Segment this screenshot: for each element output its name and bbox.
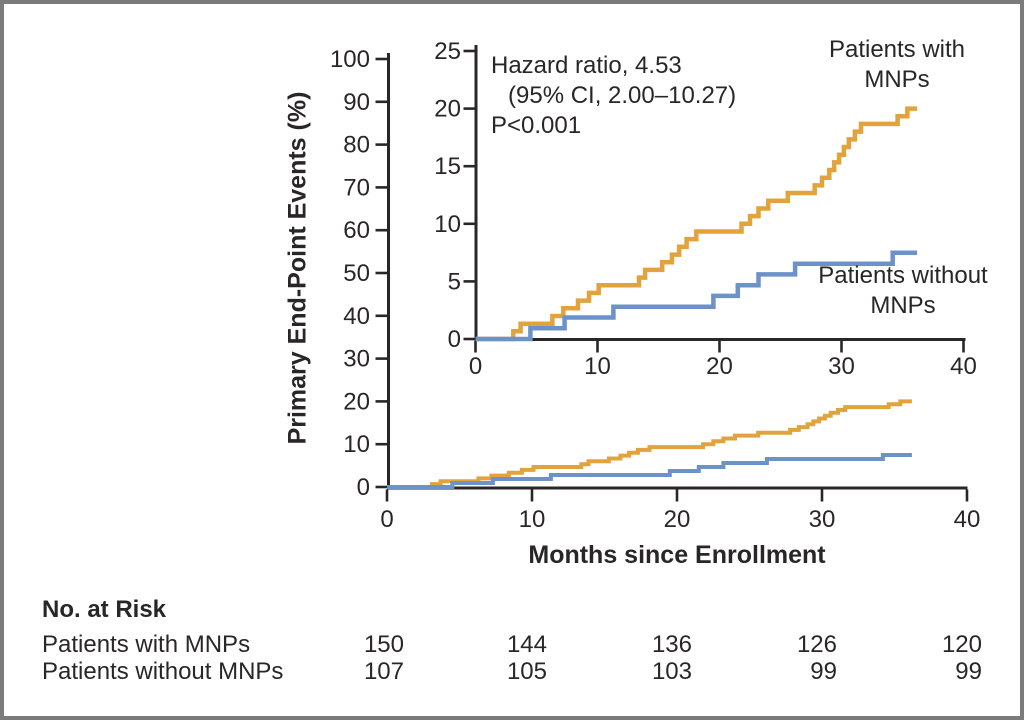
series-label-line: Patients without (818, 262, 988, 289)
inset-y-tick-label: 10 (434, 211, 461, 238)
inset-y-tick-label: 0 (448, 326, 461, 353)
risk-table-title: No. at Risk (42, 596, 167, 623)
annotation-line: Hazard ratio, 4.53 (491, 52, 682, 79)
series-label-line: Patients with (828, 36, 966, 63)
x-axis-title: Months since Enrollment (528, 541, 826, 569)
main-x-tick-label: 20 (664, 506, 691, 533)
risk-count: 103 (651, 658, 692, 685)
main-y-tick-label: 70 (343, 174, 370, 201)
main-curve-without-mnps (387, 453, 912, 489)
risk-count: 136 (651, 631, 692, 658)
main-y-tick-label: 30 (343, 346, 370, 373)
annotation-line: (95% CI, 2.00–10.27) (508, 82, 737, 109)
main-y-tick-label: 100 (330, 46, 370, 73)
main-y-tick-label: 80 (343, 132, 370, 159)
inset-curve-with-mnps (475, 106, 918, 342)
series-label-line: MNPs (870, 292, 936, 319)
main-curve-with-mnps (387, 399, 912, 489)
risk-count: 99 (810, 658, 837, 685)
risk-count: 105 (506, 658, 547, 685)
inset-x-tick-label: 0 (469, 353, 482, 380)
inset-x-tick-label: 40 (950, 353, 977, 380)
risk-count: 150 (363, 631, 404, 658)
inset-y-tick-label: 5 (448, 268, 461, 295)
risk-count: 107 (363, 658, 404, 685)
main-y-tick-label: 10 (343, 431, 370, 458)
inset-y-tick-label: 20 (434, 96, 461, 123)
main-x-tick-label: 0 (380, 506, 393, 533)
inset-curve-without-mnps (475, 250, 918, 342)
risk-count: 120 (941, 631, 982, 658)
main-y-tick-label: 90 (343, 89, 370, 116)
inset-y-tick-label: 25 (434, 38, 461, 65)
main-x-tick-label: 30 (809, 506, 836, 533)
main-y-tick-label: 60 (343, 217, 370, 244)
risk-row-label-with-mnps: Patients with MNPs (42, 631, 251, 658)
series-label-without-mnps: Patients without MNPs (818, 261, 987, 321)
main-x-tick-label: 40 (954, 506, 981, 533)
risk-count: 99 (955, 658, 982, 685)
inset-x-tick-label: 20 (706, 353, 733, 380)
hazard-ratio-annotation: Hazard ratio, 4.53 (95% CI, 2.00–10.27) … (491, 51, 736, 141)
inset-y-tick-label: 15 (434, 153, 461, 180)
risk-row-label-without-mnps: Patients without MNPs (42, 658, 284, 685)
main-y-tick-label: 50 (343, 260, 370, 287)
series-label-line: MNPs (864, 66, 930, 93)
annotation-line: P<0.001 (491, 112, 582, 139)
inset-x-tick-label: 30 (828, 353, 855, 380)
y-axis-title: Primary End-Point Events (%) (283, 91, 312, 445)
main-y-tick-label: 20 (343, 388, 370, 415)
risk-count: 144 (506, 631, 547, 658)
main-y-tick-label: 0 (357, 474, 370, 501)
main-y-tick-label: 40 (343, 303, 370, 330)
inset-x-tick-label: 10 (584, 353, 611, 380)
series-label-with-mnps: Patients with MNPs (829, 35, 965, 95)
risk-count: 126 (796, 631, 837, 658)
main-x-tick-label: 10 (519, 506, 546, 533)
